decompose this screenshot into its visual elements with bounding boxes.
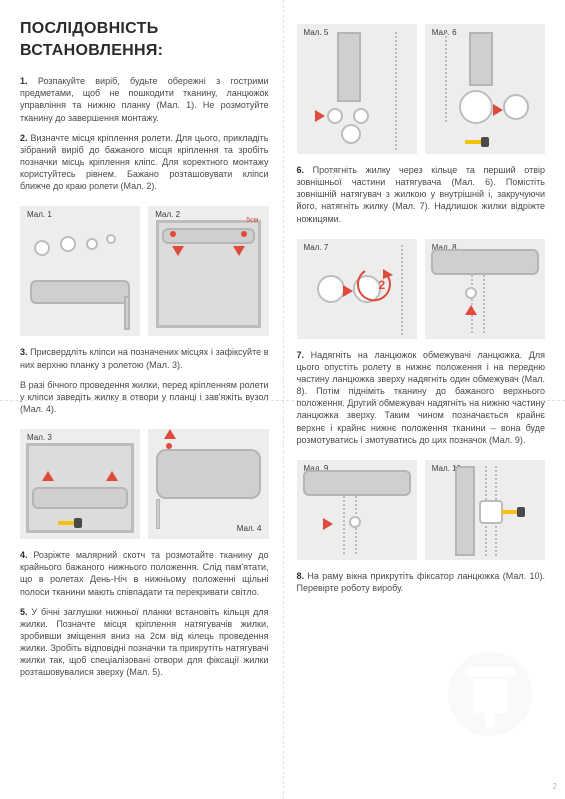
figure-label: Мал. 5 [303,28,330,39]
step-6: 6. Протягніть жилку через кільце та перш… [297,164,546,225]
rotate-arrow-icon [353,265,395,307]
fig-row-3-4: Мал. 3 Мал. 4 [20,429,269,539]
step-7: 7. Надягніть на ланцюжок обмежувачі ланц… [297,349,546,446]
figure-1: Мал. 1 [20,206,140,336]
figure-10: Мал. 10 [425,460,545,560]
fig-row-1-2: Мал. 1 Мал. 2 5см [20,206,269,336]
dim-5cm: 5см [246,216,258,225]
step-4: 4. Розріжте малярний скотч та розмотайте… [20,549,269,598]
figure-8: Мал. 8 [425,239,545,339]
step-8: 8. На раму вікна прикрутіть фіксатор лан… [297,570,546,594]
step-3: 3. Присвердліть кліпси на позначених міс… [20,346,269,370]
page-title: ПОСЛІДОВНІСТЬ ВСТАНОВЛЕННЯ: [20,18,269,61]
figure-label: Мал. 4 [236,524,263,535]
figure-6: Мал. 6 [425,24,545,154]
figure-5: Мал. 5 [297,24,417,154]
step-1: 1. Розпакуйте виріб, будьте обережні з г… [20,75,269,124]
figure-7: Мал. 7 2 [297,239,417,339]
watermark-icon [445,649,535,739]
figure-label: Мал. 1 [26,210,53,221]
figure-9: Мал. 9 [297,460,417,560]
step-5: 5. У бічні заглушки нижньої планки встан… [20,606,269,679]
fig-row-7-8: Мал. 7 2 Мал. 8 [297,239,546,339]
page-number: 2 [553,782,557,793]
figure-4: Мал. 4 [148,429,268,539]
step-3a: В разі бічного проведення жилки, перед к… [20,379,269,415]
fig-row-9-10: Мал. 9 Мал. 10 [297,460,546,560]
row-divider [0,400,565,401]
figure-label: Мал. 7 [303,243,330,254]
step-2: 2. Визначте місця кріплення ролети. Для … [20,132,269,193]
fig-row-5-6: Мал. 5 Мал. 6 [297,24,546,154]
figure-2: Мал. 2 5см [148,206,268,336]
figure-3: Мал. 3 [20,429,140,539]
